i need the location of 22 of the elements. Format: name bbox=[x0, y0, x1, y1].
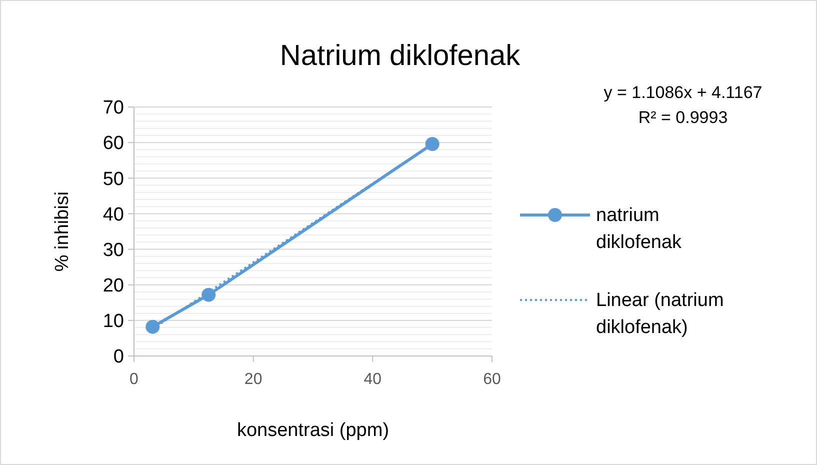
point bbox=[202, 288, 216, 302]
point bbox=[425, 136, 440, 151]
x-tick-label: 40 bbox=[364, 371, 382, 388]
x-tick-label: 20 bbox=[244, 371, 262, 388]
chart-title: Natrium diklofenak bbox=[280, 40, 521, 72]
legend-label: natrium diklofenak bbox=[596, 205, 682, 253]
text: y = 1.1086x + 4.1167 bbox=[604, 83, 762, 102]
y-tick-label: 0 bbox=[113, 346, 124, 368]
x-axis-title: konsentrasi (ppm) bbox=[236, 420, 390, 441]
y-tick-label: 60 bbox=[102, 133, 124, 154]
y-tick-label: 70 bbox=[102, 98, 124, 119]
x-tick-label: 60 bbox=[483, 371, 501, 388]
legend-label: Linear (natrium diklofenak) bbox=[596, 290, 724, 338]
point bbox=[146, 320, 160, 334]
text: R² = 0.9993 bbox=[638, 108, 728, 127]
y-tick-label: 10 bbox=[102, 311, 124, 332]
x-tick-label: 0 bbox=[130, 371, 139, 388]
y-tick-label: 40 bbox=[102, 204, 124, 226]
y-tick-label: 50 bbox=[102, 168, 124, 190]
y-tick-label: 20 bbox=[102, 276, 124, 297]
y-axis-title: % inhibisi bbox=[52, 191, 73, 272]
y-tick-label: 30 bbox=[102, 240, 124, 261]
